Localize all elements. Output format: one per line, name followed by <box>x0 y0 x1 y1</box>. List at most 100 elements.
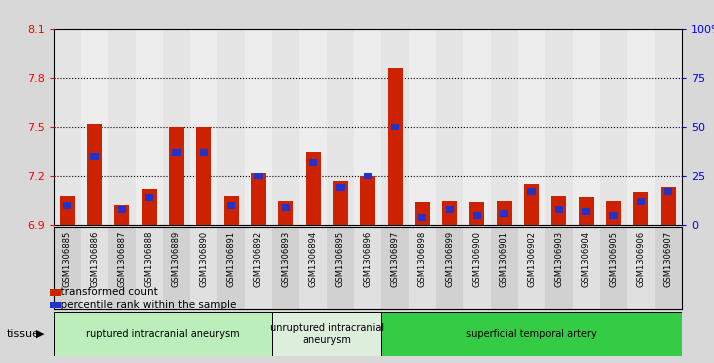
Bar <box>118 206 126 213</box>
Bar <box>136 29 163 225</box>
Bar <box>381 227 408 309</box>
Bar <box>109 227 136 309</box>
Text: percentile rank within the sample: percentile rank within the sample <box>54 300 236 310</box>
Bar <box>60 196 75 225</box>
Text: GSM1306888: GSM1306888 <box>145 231 154 287</box>
Bar <box>227 202 235 209</box>
Bar <box>463 227 491 309</box>
Bar <box>491 29 518 225</box>
Text: GSM1306892: GSM1306892 <box>254 231 263 287</box>
Bar <box>114 205 129 225</box>
Bar <box>327 29 354 225</box>
Bar <box>136 227 163 309</box>
FancyBboxPatch shape <box>272 312 381 356</box>
Bar <box>600 29 627 225</box>
Bar <box>436 29 463 225</box>
Bar <box>278 200 293 225</box>
Bar <box>223 196 238 225</box>
Bar <box>518 29 545 225</box>
Bar <box>306 152 321 225</box>
Text: GSM1306896: GSM1306896 <box>363 231 372 287</box>
Bar <box>218 29 245 225</box>
Bar <box>169 127 184 225</box>
Bar <box>354 29 381 225</box>
Bar <box>610 212 618 219</box>
Text: superficial temporal artery: superficial temporal artery <box>466 329 597 339</box>
Text: GSM1306886: GSM1306886 <box>90 231 99 287</box>
Bar <box>545 29 573 225</box>
Bar <box>388 68 403 225</box>
FancyBboxPatch shape <box>54 312 272 356</box>
Bar <box>497 200 512 225</box>
Bar <box>272 227 299 309</box>
Text: GSM1306904: GSM1306904 <box>582 231 590 287</box>
Bar <box>655 227 682 309</box>
Text: transformed count: transformed count <box>54 287 157 297</box>
Bar <box>633 192 648 225</box>
Bar <box>463 29 491 225</box>
Bar <box>309 159 317 166</box>
Bar <box>163 29 190 225</box>
Bar <box>442 200 457 225</box>
Bar <box>545 227 573 309</box>
Text: GSM1306903: GSM1306903 <box>555 231 563 287</box>
Bar <box>363 173 372 179</box>
Bar <box>573 29 600 225</box>
Bar <box>251 173 266 225</box>
Bar <box>327 227 354 309</box>
Bar <box>627 29 655 225</box>
Bar <box>91 153 99 160</box>
Bar <box>381 29 408 225</box>
Bar <box>415 202 430 225</box>
Text: GSM1306907: GSM1306907 <box>664 231 673 287</box>
Bar <box>408 227 436 309</box>
Bar <box>299 29 327 225</box>
Bar <box>190 227 218 309</box>
Bar <box>524 184 539 225</box>
Text: GSM1306899: GSM1306899 <box>445 231 454 287</box>
Bar <box>81 29 109 225</box>
Text: GSM1306905: GSM1306905 <box>609 231 618 287</box>
Text: GSM1306893: GSM1306893 <box>281 231 291 287</box>
Bar <box>336 184 345 191</box>
Bar <box>200 149 208 156</box>
Bar <box>582 208 590 215</box>
Bar <box>218 227 245 309</box>
Bar <box>606 200 621 225</box>
Bar <box>664 188 673 195</box>
Bar <box>272 29 299 225</box>
Bar <box>245 227 272 309</box>
Bar <box>299 227 327 309</box>
Bar <box>573 227 600 309</box>
Bar <box>446 206 454 213</box>
Bar <box>470 202 485 225</box>
Text: GSM1306891: GSM1306891 <box>226 231 236 287</box>
Text: GSM1306895: GSM1306895 <box>336 231 345 287</box>
Text: GSM1306885: GSM1306885 <box>63 231 71 287</box>
Bar <box>354 227 381 309</box>
Text: tissue: tissue <box>7 329 40 339</box>
Text: GSM1306897: GSM1306897 <box>391 231 400 287</box>
Text: GSM1306900: GSM1306900 <box>473 231 481 287</box>
Bar <box>518 227 545 309</box>
Bar <box>579 197 594 225</box>
Text: GSM1306887: GSM1306887 <box>117 231 126 287</box>
Text: unruptured intracranial
aneurysm: unruptured intracranial aneurysm <box>270 323 384 345</box>
Bar <box>190 29 218 225</box>
Bar <box>660 187 675 225</box>
Bar <box>163 227 190 309</box>
Text: GSM1306894: GSM1306894 <box>308 231 318 287</box>
Bar <box>54 227 81 309</box>
Bar <box>281 204 290 211</box>
Bar <box>172 149 181 156</box>
Text: ruptured intracranial aneurysm: ruptured intracranial aneurysm <box>86 329 240 339</box>
Bar <box>528 188 536 195</box>
Bar <box>360 176 376 225</box>
Text: GSM1306898: GSM1306898 <box>418 231 427 287</box>
Bar <box>145 194 154 201</box>
Bar <box>501 210 508 217</box>
Bar <box>87 124 102 225</box>
Bar <box>391 124 399 130</box>
Bar <box>555 206 563 213</box>
Bar <box>491 227 518 309</box>
